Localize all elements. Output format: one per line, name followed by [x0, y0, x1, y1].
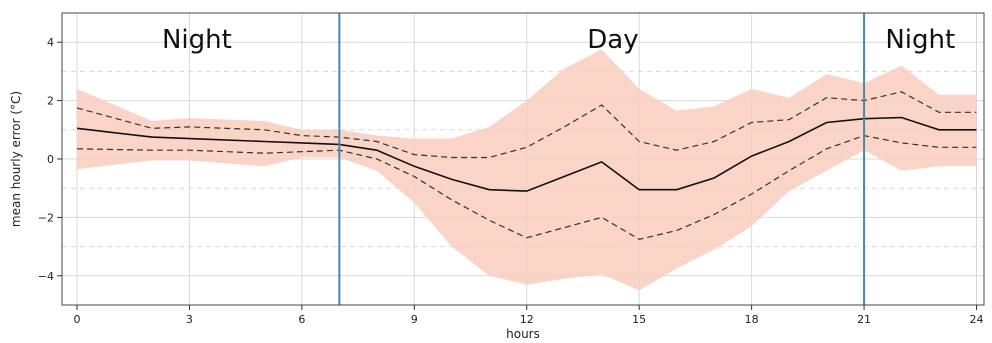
y-axis-label: mean hourly error (°C)	[9, 91, 23, 227]
error-band-area	[77, 49, 977, 291]
series-line-upper	[76, 91, 977, 159]
region-label-1: Day	[587, 25, 638, 55]
x-tick-label-7: 21	[857, 313, 871, 326]
y-tick-label-0: −4	[38, 270, 54, 283]
series-line-lower	[76, 134, 977, 240]
x-axis-label: hours	[506, 327, 540, 341]
confidence-band	[77, 49, 977, 291]
x-tick-label-4: 12	[520, 313, 534, 326]
x-tick-label-1: 3	[186, 313, 193, 326]
x-tick-label-8: 24	[970, 313, 984, 326]
region-label-0: Night	[162, 25, 232, 55]
y-tick-label-3: 2	[47, 95, 54, 108]
series-lines	[76, 91, 977, 240]
day-night-boundaries	[338, 13, 866, 305]
x-tick-label-2: 6	[298, 313, 305, 326]
x-tick-label-3: 9	[411, 313, 418, 326]
region-labels: Night Day Night	[162, 25, 955, 55]
x-tick-label-0: 0	[73, 313, 80, 326]
series-line-mean	[76, 116, 977, 192]
y-tick-label-4: 4	[47, 36, 54, 49]
y-tick-label-2: 0	[47, 153, 54, 166]
region-label-2: Night	[885, 25, 955, 55]
y-tick-label-1: −2	[38, 211, 54, 224]
x-tick-label-5: 15	[632, 313, 646, 326]
x-tick-label-6: 18	[745, 313, 759, 326]
